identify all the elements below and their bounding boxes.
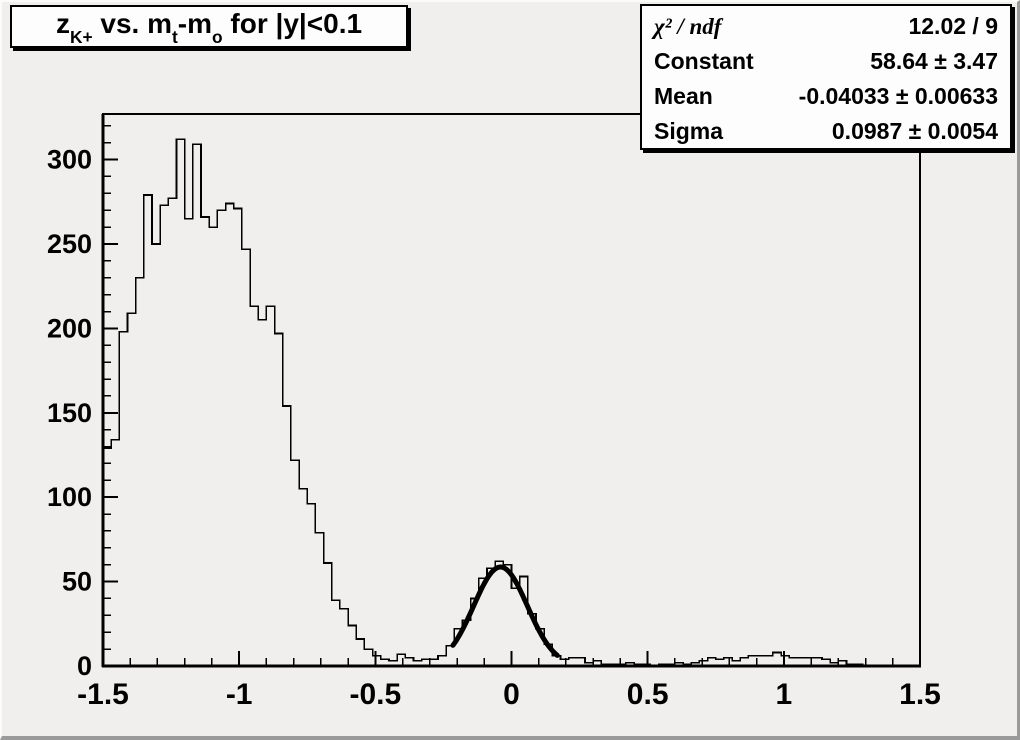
stats-row-chi2: χ² / ndf 12.02 / 9 [654,9,998,44]
title-box: zK+ vs. mt-mo for |y|<0.1 [10,5,408,48]
stats-row-constant: Constant 58.64 ± 3.47 [654,44,998,79]
y-tick-label: 150 [47,398,92,428]
y-tick-label: 50 [62,567,92,597]
y-tick-label: 200 [47,313,92,343]
stats-row-mean: Mean -0.04033 ± 0.00633 [654,79,998,114]
fit-curve [450,564,560,658]
x-tick-label: 1.5 [899,678,941,711]
y-tick-label: 300 [47,145,92,175]
stats-value-constant: 58.64 ± 3.47 [870,48,998,74]
stats-label-sigma: Sigma [654,118,724,144]
stats-label-constant: Constant [654,48,754,74]
x-tick-label: 0 [503,678,520,711]
x-tick-label: 0.5 [627,678,669,711]
y-tick-label: 250 [47,229,92,259]
stats-row-sigma: Sigma 0.0987 ± 0.0054 [654,114,998,149]
stats-value-chi2: 12.02 / 9 [908,13,998,39]
plot-title: zK+ vs. mt-mo for |y|<0.1 [55,8,363,47]
x-tick-label: -1.5 [77,678,129,711]
stats-box: χ² / ndf 12.02 / 9 Constant 58.64 ± 3.47… [640,4,1012,150]
stats-label-mean: Mean [654,83,713,109]
stats-value-mean: -0.04033 ± 0.00633 [798,83,998,109]
y-tick-label: 0 [77,651,92,681]
stats-label-chi2: χ² / ndf [654,14,722,39]
stats-value-sigma: 0.0987 ± 0.0054 [831,118,998,144]
x-tick-label: -0.5 [349,678,401,711]
y-tick-label: 100 [47,482,92,512]
x-tick-label: -1 [226,678,253,711]
histogram-path [103,138,920,667]
x-tick-label: 1 [775,678,792,711]
